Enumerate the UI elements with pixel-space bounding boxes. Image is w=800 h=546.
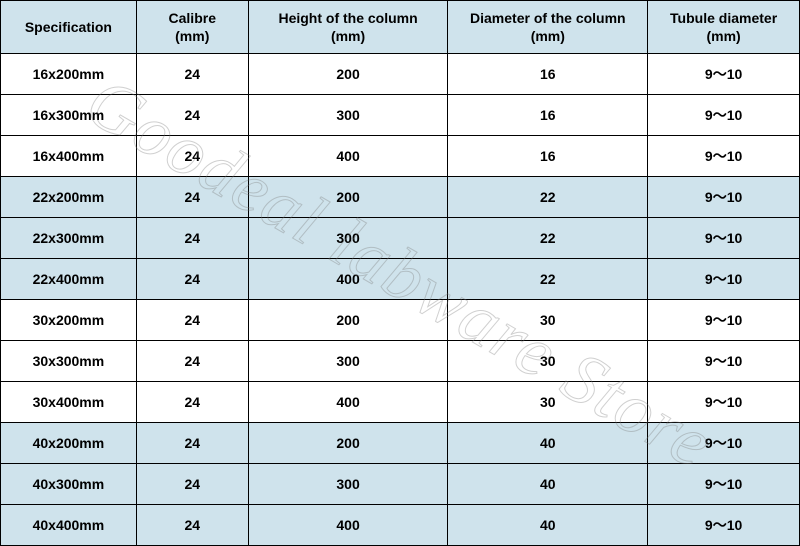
col-header-1: Calibre(mm) bbox=[136, 1, 248, 54]
cell: 9～10 bbox=[648, 54, 800, 95]
cell: 22x300mm bbox=[1, 218, 137, 259]
table-row: 30x400mm24400309～10 bbox=[1, 382, 800, 423]
cell: 400 bbox=[248, 505, 448, 546]
table-row: 30x200mm24200309～10 bbox=[1, 300, 800, 341]
spec-table-container: SpecificationCalibre(mm)Height of the co… bbox=[0, 0, 800, 546]
cell: 200 bbox=[248, 177, 448, 218]
cell: 300 bbox=[248, 464, 448, 505]
cell: 200 bbox=[248, 300, 448, 341]
col-header-2: Height of the column(mm) bbox=[248, 1, 448, 54]
cell: 16x200mm bbox=[1, 54, 137, 95]
cell: 24 bbox=[136, 464, 248, 505]
cell: 24 bbox=[136, 136, 248, 177]
table-row: 16x200mm24200169～10 bbox=[1, 54, 800, 95]
cell: 400 bbox=[248, 136, 448, 177]
cell: 9～10 bbox=[648, 423, 800, 464]
cell: 30 bbox=[448, 341, 648, 382]
table-row: 22x200mm24200229～10 bbox=[1, 177, 800, 218]
cell: 9～10 bbox=[648, 464, 800, 505]
table-row: 30x300mm24300309～10 bbox=[1, 341, 800, 382]
cell: 9～10 bbox=[648, 505, 800, 546]
cell: 9～10 bbox=[648, 382, 800, 423]
cell: 40 bbox=[448, 464, 648, 505]
col-header-line1: Height of the column bbox=[253, 9, 444, 27]
cell: 9～10 bbox=[648, 259, 800, 300]
cell: 9～10 bbox=[648, 136, 800, 177]
table-row: 40x300mm24300409～10 bbox=[1, 464, 800, 505]
cell: 9～10 bbox=[648, 341, 800, 382]
cell: 22 bbox=[448, 177, 648, 218]
cell: 200 bbox=[248, 54, 448, 95]
col-header-line1: Diameter of the column bbox=[452, 9, 643, 27]
col-header-line1: Calibre bbox=[141, 9, 244, 27]
cell: 24 bbox=[136, 218, 248, 259]
cell: 24 bbox=[136, 423, 248, 464]
header-row: SpecificationCalibre(mm)Height of the co… bbox=[1, 1, 800, 54]
cell: 24 bbox=[136, 259, 248, 300]
cell: 24 bbox=[136, 505, 248, 546]
cell: 24 bbox=[136, 341, 248, 382]
table-row: 40x400mm24400409～10 bbox=[1, 505, 800, 546]
cell: 300 bbox=[248, 95, 448, 136]
cell: 16 bbox=[448, 95, 648, 136]
cell: 24 bbox=[136, 54, 248, 95]
col-header-line2: (mm) bbox=[141, 27, 244, 45]
cell: 9～10 bbox=[648, 95, 800, 136]
cell: 40x400mm bbox=[1, 505, 137, 546]
cell: 400 bbox=[248, 259, 448, 300]
cell: 400 bbox=[248, 382, 448, 423]
cell: 9～10 bbox=[648, 300, 800, 341]
cell: 24 bbox=[136, 382, 248, 423]
cell: 30x400mm bbox=[1, 382, 137, 423]
col-header-line2: (mm) bbox=[452, 27, 643, 45]
col-header-4: Tubule diameter(mm) bbox=[648, 1, 800, 54]
cell: 16 bbox=[448, 136, 648, 177]
cell: 24 bbox=[136, 95, 248, 136]
cell: 9～10 bbox=[648, 177, 800, 218]
table-body: 16x200mm24200169～1016x300mm24300169～1016… bbox=[1, 54, 800, 546]
cell: 22x400mm bbox=[1, 259, 137, 300]
table-row: 40x200mm24200409～10 bbox=[1, 423, 800, 464]
cell: 16x300mm bbox=[1, 95, 137, 136]
cell: 40 bbox=[448, 423, 648, 464]
cell: 40x200mm bbox=[1, 423, 137, 464]
cell: 22 bbox=[448, 218, 648, 259]
table-row: 16x300mm24300169～10 bbox=[1, 95, 800, 136]
table-head: SpecificationCalibre(mm)Height of the co… bbox=[1, 1, 800, 54]
cell: 9～10 bbox=[648, 218, 800, 259]
cell: 16x400mm bbox=[1, 136, 137, 177]
cell: 22 bbox=[448, 259, 648, 300]
cell: 30 bbox=[448, 382, 648, 423]
col-header-3: Diameter of the column(mm) bbox=[448, 1, 648, 54]
col-header-line2: (mm) bbox=[253, 27, 444, 45]
cell: 24 bbox=[136, 177, 248, 218]
cell: 40x300mm bbox=[1, 464, 137, 505]
col-header-line1: Tubule diameter bbox=[652, 9, 795, 27]
spec-table: SpecificationCalibre(mm)Height of the co… bbox=[0, 0, 800, 546]
cell: 200 bbox=[248, 423, 448, 464]
cell: 30 bbox=[448, 300, 648, 341]
table-row: 22x400mm24400229～10 bbox=[1, 259, 800, 300]
cell: 300 bbox=[248, 218, 448, 259]
cell: 30x300mm bbox=[1, 341, 137, 382]
cell: 40 bbox=[448, 505, 648, 546]
cell: 22x200mm bbox=[1, 177, 137, 218]
table-row: 22x300mm24300229～10 bbox=[1, 218, 800, 259]
cell: 16 bbox=[448, 54, 648, 95]
col-header-0: Specification bbox=[1, 1, 137, 54]
table-row: 16x400mm24400169～10 bbox=[1, 136, 800, 177]
col-header-line2: (mm) bbox=[652, 27, 795, 45]
cell: 30x200mm bbox=[1, 300, 137, 341]
cell: 300 bbox=[248, 341, 448, 382]
cell: 24 bbox=[136, 300, 248, 341]
